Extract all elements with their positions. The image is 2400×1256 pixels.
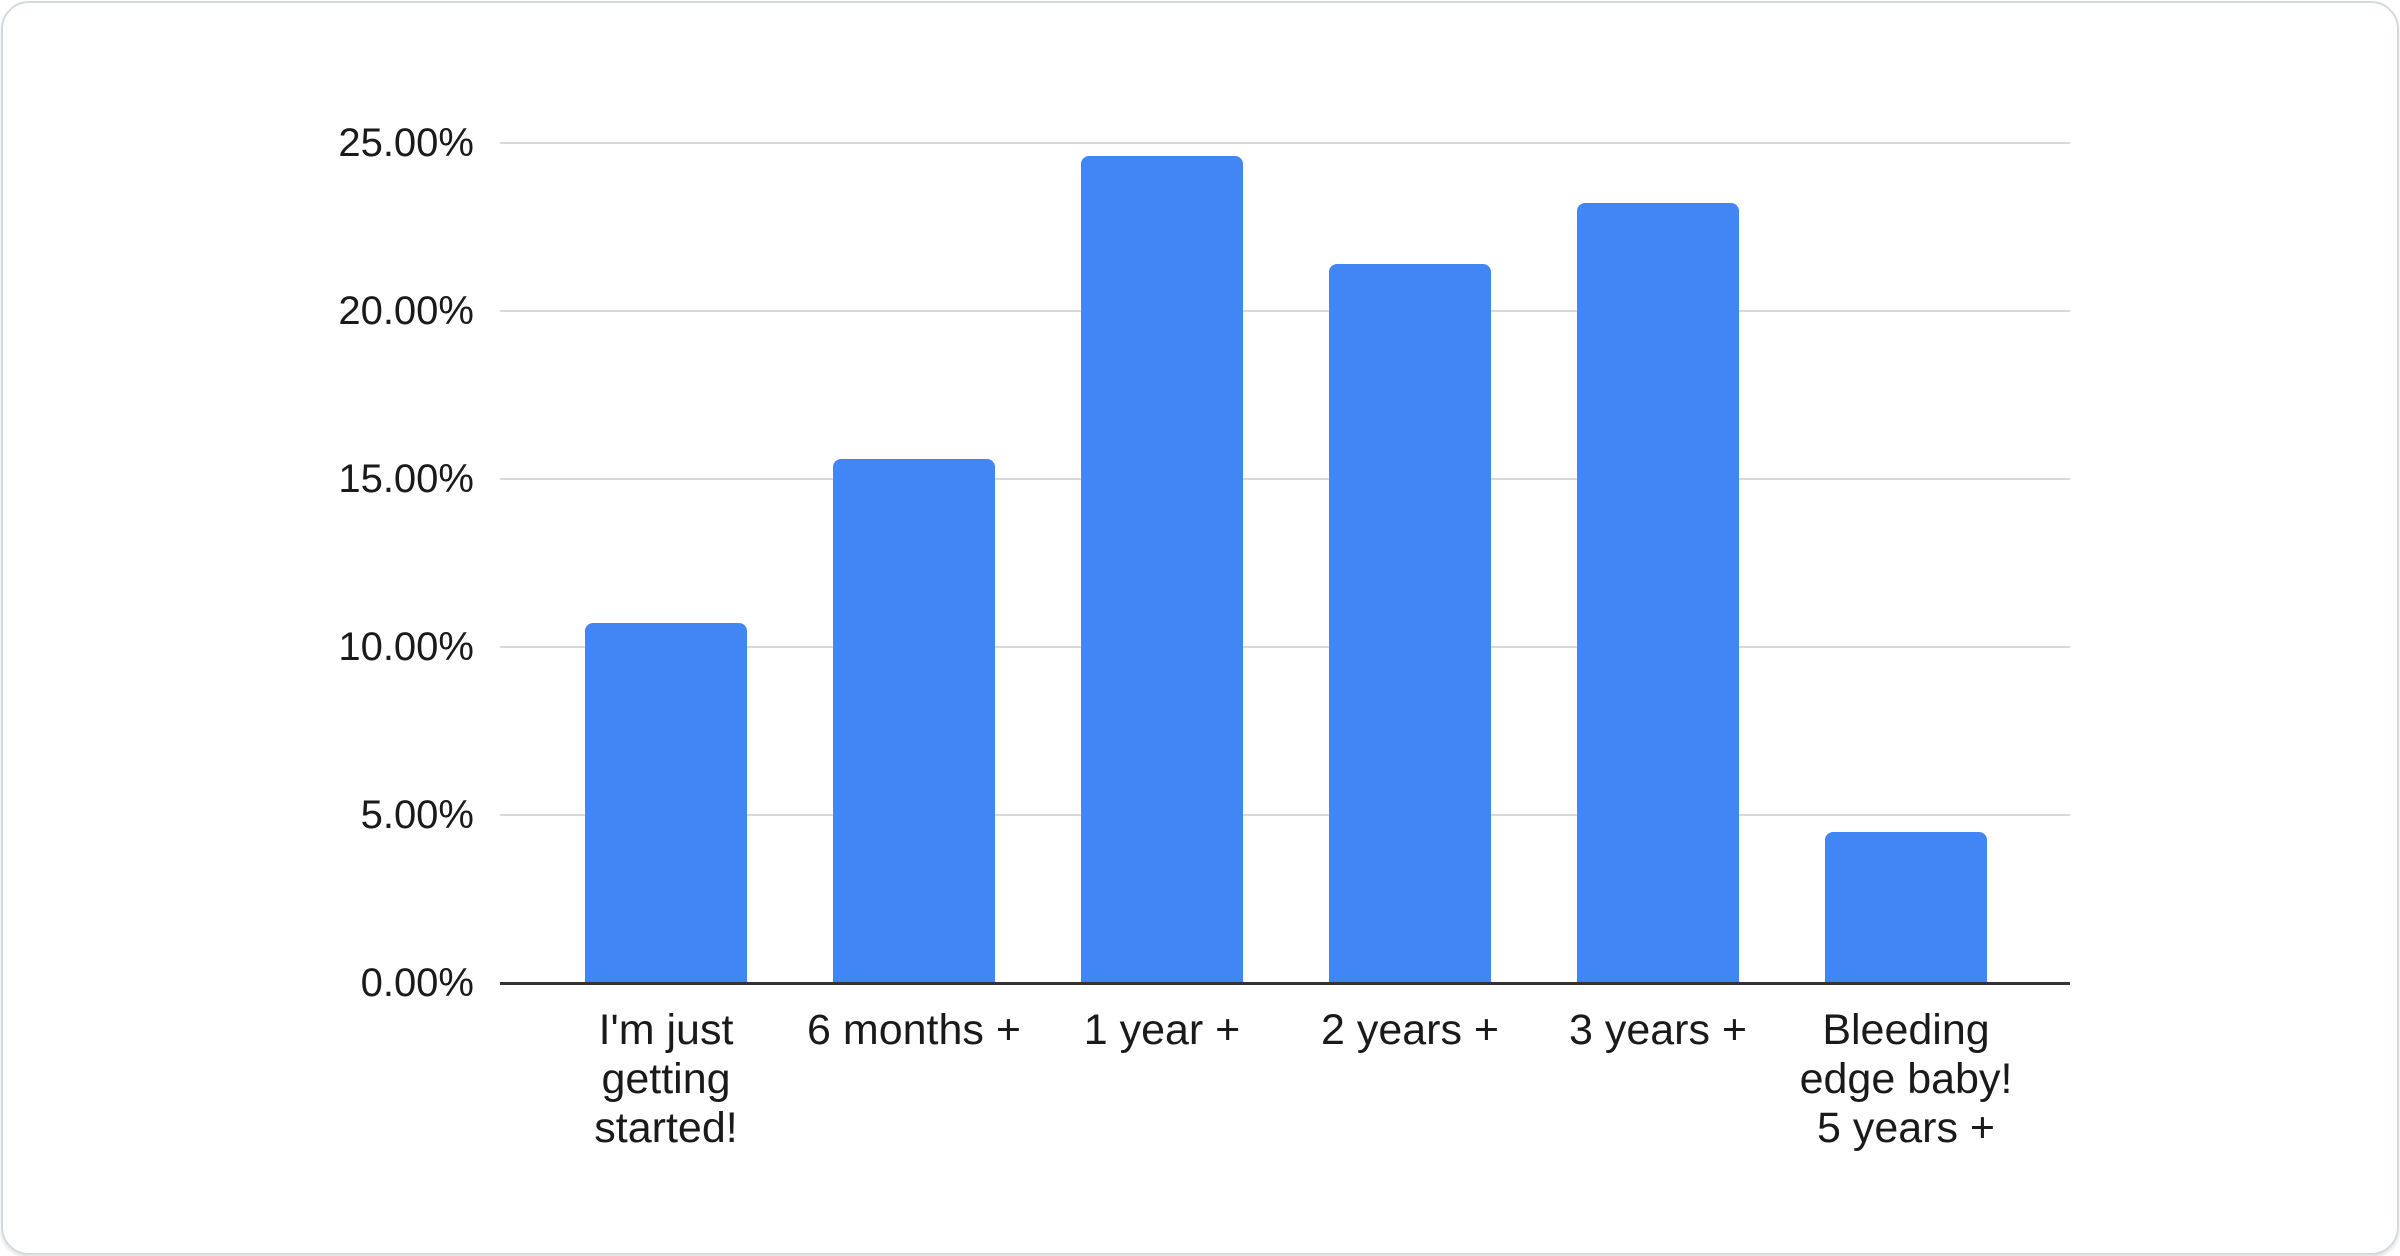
- gridline: [500, 814, 2070, 816]
- gridline: [500, 646, 2070, 648]
- bar[interactable]: [1577, 203, 1739, 983]
- x-axis-baseline: [500, 982, 2070, 985]
- gridline: [500, 478, 2070, 480]
- y-axis-tick-label: 25.00%: [338, 121, 474, 165]
- y-axis-tick-label: 20.00%: [338, 289, 474, 333]
- bar[interactable]: [1081, 156, 1243, 983]
- bar[interactable]: [585, 623, 747, 983]
- gridline: [500, 310, 2070, 312]
- x-axis-category-label: Bleeding edge baby! 5 years +: [1799, 1006, 2013, 1152]
- x-axis-category-label: 6 months +: [807, 1006, 1021, 1054]
- x-axis-category-label: 1 year +: [1083, 1006, 1241, 1054]
- bar[interactable]: [1825, 831, 1987, 983]
- bar-chart: 0.00% 5.00% 10.00% 15.00% 20.00% 25.00% I'm ju…: [3, 3, 2397, 1253]
- bar[interactable]: [1329, 263, 1491, 983]
- y-axis-tick-label: 5.00%: [360, 793, 474, 837]
- x-axis-category-label: 2 years +: [1320, 1006, 1500, 1054]
- x-axis-category-label: 3 years +: [1568, 1006, 1748, 1054]
- x-axis-category-label: I'm just getting started!: [594, 1006, 738, 1152]
- y-axis-tick-label: 0.00%: [360, 961, 474, 1005]
- bar[interactable]: [833, 458, 995, 983]
- gridline: [500, 142, 2070, 144]
- y-axis-tick-label: 10.00%: [338, 625, 474, 669]
- y-axis-tick-label: 15.00%: [338, 457, 474, 501]
